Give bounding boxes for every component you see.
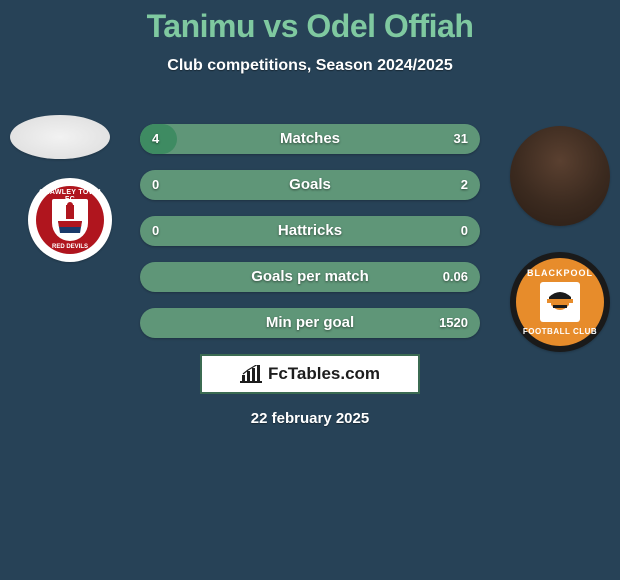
club-right-center-icon: [540, 282, 580, 322]
club-left-shield-icon: [52, 199, 88, 241]
subtitle: Club competitions, Season 2024/2025: [0, 57, 620, 75]
stat-right-value: 1520: [439, 308, 468, 338]
club-left-bottom-text: RED DEVILS: [36, 244, 104, 250]
bar-chart-icon: [240, 365, 262, 383]
stats-list: 4 Matches 31 0 Goals 2 0 Hattricks 0 Goa…: [140, 124, 480, 354]
player-left-avatar: [10, 115, 110, 159]
club-left-badge: CRAWLEY TOWN FC RED DEVILS: [28, 178, 112, 262]
stat-label: Goals per match: [140, 262, 480, 292]
player-right-avatar: [510, 126, 610, 226]
club-right-top-text: BLACKPOOL: [516, 268, 604, 278]
stat-left-value: 4: [152, 124, 159, 154]
comparison-card: Tanimu vs Odel Offiah Club competitions,…: [0, 0, 620, 580]
stat-left-value: 0: [152, 170, 159, 200]
stat-label: Matches: [140, 124, 480, 154]
club-right-bottom-text: FOOTBALL CLUB: [516, 327, 604, 336]
stat-row: Goals per match 0.06: [140, 262, 480, 292]
stat-label: Min per goal: [140, 308, 480, 338]
stat-row: 0 Hattricks 0: [140, 216, 480, 246]
stat-row: 0 Goals 2: [140, 170, 480, 200]
stat-right-value: 2: [461, 170, 468, 200]
page-title: Tanimu vs Odel Offiah: [0, 0, 620, 45]
stat-row: 4 Matches 31: [140, 124, 480, 154]
brand-box[interactable]: FcTables.com: [200, 354, 420, 394]
date-text: 22 february 2025: [0, 410, 620, 427]
stat-left-value: 0: [152, 216, 159, 246]
stat-label: Hattricks: [140, 216, 480, 246]
stat-label: Goals: [140, 170, 480, 200]
brand-text: FcTables.com: [268, 364, 380, 384]
stat-right-value: 0.06: [443, 262, 468, 292]
stat-row: Min per goal 1520: [140, 308, 480, 338]
club-right-badge: BLACKPOOL FOOTBALL CLUB: [510, 252, 610, 352]
stat-right-value: 31: [454, 124, 468, 154]
stat-right-value: 0: [461, 216, 468, 246]
